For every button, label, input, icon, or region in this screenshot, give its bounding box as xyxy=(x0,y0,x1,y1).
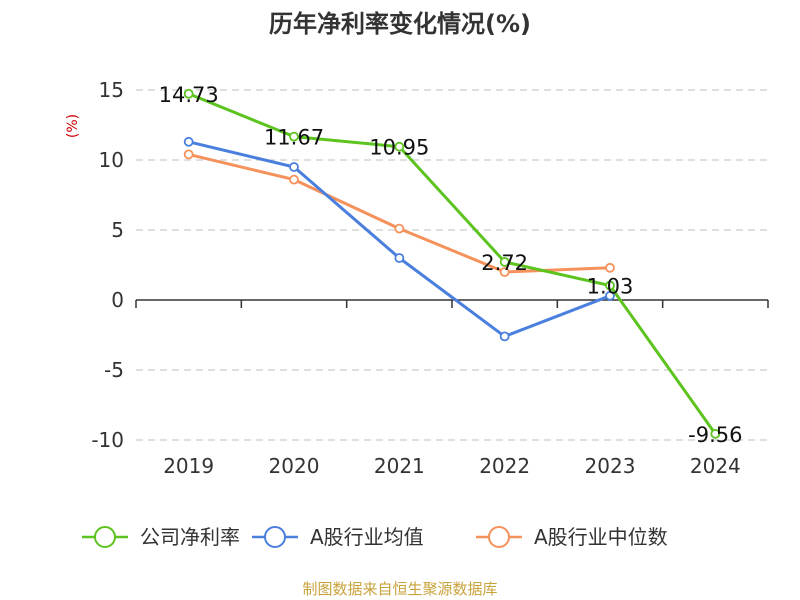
x-tick-label: 2021 xyxy=(374,454,425,478)
legend-marker xyxy=(264,526,286,548)
data-point xyxy=(183,136,194,147)
series-lines xyxy=(183,88,721,439)
data-point xyxy=(499,331,510,342)
legend-marker xyxy=(94,526,116,548)
y-tick-label: -5 xyxy=(104,358,124,382)
legend-label: 公司净利率 xyxy=(140,525,240,549)
y-axis-unit-label: (%) xyxy=(65,114,81,138)
data-label: 10.95 xyxy=(369,136,429,160)
y-tick-label: -10 xyxy=(91,428,124,452)
data-point xyxy=(183,88,194,99)
y-tick-label: 15 xyxy=(99,78,124,102)
x-tick-label: 2024 xyxy=(690,454,741,478)
data-point xyxy=(289,174,299,185)
x-tick-label: 2020 xyxy=(269,454,320,478)
y-tick-label: 5 xyxy=(111,218,124,242)
legend-label: A股行业均值 xyxy=(310,525,424,549)
legend-label: A股行业中位数 xyxy=(534,525,668,549)
data-label: 1.03 xyxy=(587,275,634,299)
series-line xyxy=(188,92,717,435)
data-point xyxy=(605,262,615,273)
data-point xyxy=(394,223,405,234)
data-point xyxy=(499,267,510,277)
data-point xyxy=(605,290,615,301)
data-label: 14.73 xyxy=(159,83,219,107)
x-tick-label: 2022 xyxy=(479,454,530,478)
data-point xyxy=(499,257,510,267)
x-tick-label: 2023 xyxy=(585,454,636,478)
data-point xyxy=(605,280,615,291)
x-tick-label: 2019 xyxy=(163,454,214,478)
data-label: -9.56 xyxy=(688,423,742,447)
data-labels: 14.73 11.67 10.95 2.72 1.03 -9.56 xyxy=(159,83,743,447)
data-point xyxy=(289,162,299,172)
data-point xyxy=(183,149,194,160)
data-point xyxy=(394,141,405,152)
y-tick-label: 0 xyxy=(111,288,124,312)
source-note: 制图数据来自恒生聚源数据库 xyxy=(302,580,497,598)
grid-lines xyxy=(136,89,768,441)
data-point xyxy=(710,428,721,439)
y-tick-label: 10 xyxy=(99,148,124,172)
legend-marker xyxy=(488,526,510,548)
legend: 公司净利率 A股行业均值 A股行业中位数 xyxy=(82,525,668,549)
chart-title: 历年净利率变化情况(%) xyxy=(269,10,531,38)
data-label: 2.72 xyxy=(481,251,528,275)
data-label: 11.67 xyxy=(264,126,324,150)
axes: 15 10 5 0 -5 -10 2019 2020 2021 2022 2023 2024 xyxy=(91,78,769,478)
data-point xyxy=(289,131,299,142)
data-point xyxy=(394,253,405,263)
